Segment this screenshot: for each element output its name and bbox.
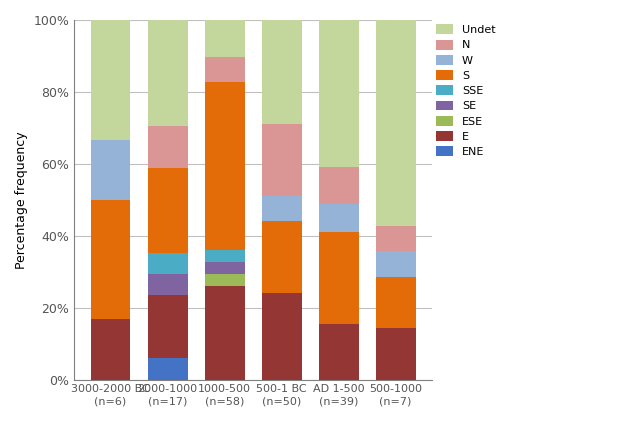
Bar <box>205 274 244 286</box>
Bar <box>262 196 301 221</box>
Bar <box>318 20 359 168</box>
Bar <box>148 295 188 358</box>
Bar <box>148 168 188 253</box>
Bar <box>318 324 359 380</box>
Bar <box>205 82 244 250</box>
Bar <box>318 232 359 324</box>
Bar <box>90 200 131 320</box>
Bar <box>262 20 301 124</box>
Bar <box>262 124 301 196</box>
Bar <box>376 277 416 328</box>
Bar <box>376 226 416 251</box>
Bar <box>205 262 244 274</box>
Bar <box>318 168 359 205</box>
Bar <box>90 320 131 380</box>
Bar <box>205 20 244 57</box>
Bar <box>90 20 131 140</box>
Bar <box>262 293 301 380</box>
Y-axis label: Percentage frequency: Percentage frequency <box>15 131 28 269</box>
Bar <box>90 140 131 200</box>
Bar <box>205 250 244 262</box>
Bar <box>376 20 416 226</box>
Bar <box>148 274 188 295</box>
Bar <box>148 358 188 380</box>
Bar <box>148 20 188 126</box>
Bar <box>205 57 244 82</box>
Bar <box>205 286 244 380</box>
Bar <box>148 126 188 168</box>
Bar <box>148 253 188 274</box>
Legend: Undet, N, W, S, SSE, SE, ESE, E, ENE: Undet, N, W, S, SSE, SE, ESE, E, ENE <box>432 20 500 161</box>
Bar <box>376 251 416 277</box>
Bar <box>376 328 416 380</box>
Bar <box>318 205 359 232</box>
Bar <box>262 221 301 293</box>
